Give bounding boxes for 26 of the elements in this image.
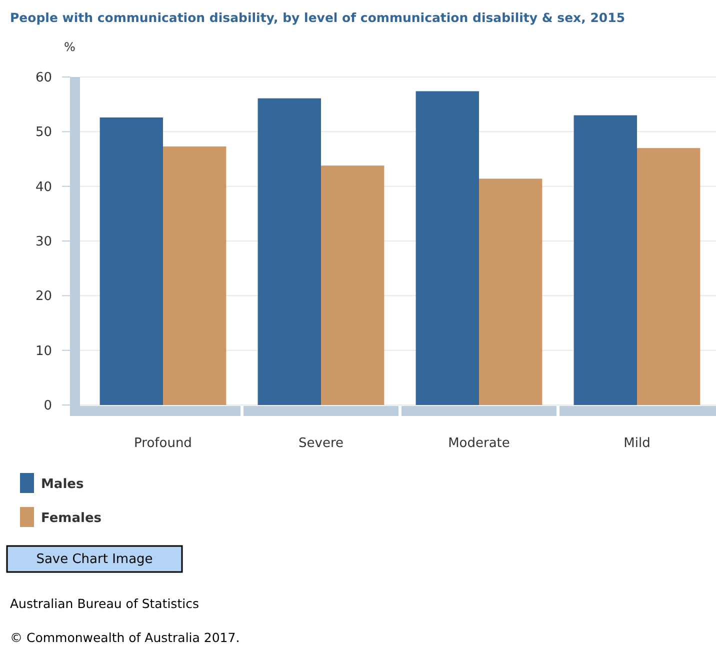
x-tick-label: Profound [134, 436, 192, 451]
bar [321, 166, 384, 405]
legend-label: Males [41, 477, 84, 492]
bar [163, 146, 226, 405]
save-button: Save Chart Image [6, 545, 183, 573]
bar [100, 117, 163, 405]
text: © Commonwealth of Australia 2017. [10, 630, 240, 645]
bar [416, 91, 479, 405]
y-tick-label: 20 [35, 289, 52, 304]
bar [637, 148, 700, 405]
y-tick-label: 60 [35, 70, 52, 86]
bar [258, 98, 321, 405]
chart-title: People with communication disability, by level of communication disability & sex, 2015 [10, 10, 626, 25]
y-tick-label: 10 [35, 344, 52, 359]
bar [574, 115, 637, 405]
legend-label: Females [41, 511, 102, 526]
y-tick-label: 30 [35, 234, 52, 250]
x-tick-label: Moderate [448, 436, 510, 451]
y-tick-label: 50 [35, 125, 52, 140]
x-tick-label: Severe [298, 436, 344, 451]
y-axis-title: % [64, 40, 76, 54]
text: Australian Bureau of Statistics [10, 596, 199, 611]
x-tick-label: Mild [624, 436, 650, 451]
y-tick-label: 0 [44, 398, 52, 414]
bar [479, 178, 542, 405]
y-tick-label: 40 [35, 180, 52, 195]
